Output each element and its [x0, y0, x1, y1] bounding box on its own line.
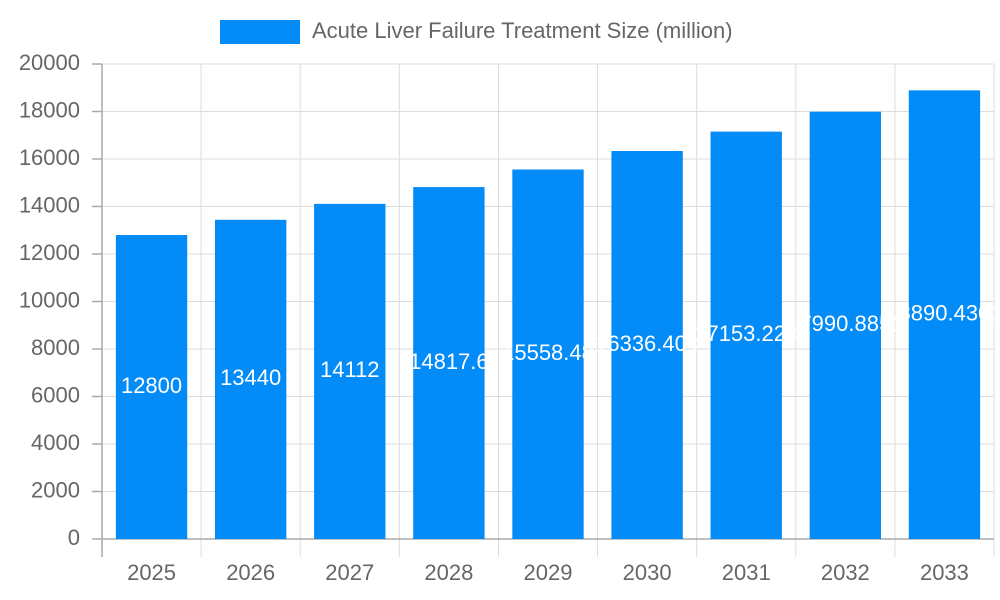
bar	[908, 90, 981, 539]
x-tick-label: 2028	[424, 560, 473, 585]
x-tick-label: 2025	[127, 560, 176, 585]
y-tick-label: 6000	[31, 382, 80, 407]
x-tick-label: 2031	[722, 560, 771, 585]
value-label: 15558.48	[502, 340, 594, 365]
value-label: 17990.8851	[787, 311, 903, 336]
y-tick-label: 2000	[31, 477, 80, 502]
legend-label: Acute Liver Failure Treatment Size (mill…	[312, 18, 733, 43]
x-tick-label: 2030	[623, 560, 672, 585]
x-tick-label: 2033	[920, 560, 969, 585]
y-tick-label: 12000	[19, 240, 80, 265]
y-tick-label: 0	[68, 525, 80, 550]
y-tick-label: 8000	[31, 335, 80, 360]
value-label: 16336.404	[595, 331, 699, 356]
x-tick-label: 2026	[226, 560, 275, 585]
bar	[512, 169, 584, 540]
bar	[710, 131, 782, 539]
bar	[611, 151, 683, 539]
bar	[413, 187, 485, 539]
bar	[214, 219, 287, 540]
value-label: 13440	[220, 365, 281, 390]
value-label: 17153.224	[694, 321, 798, 346]
x-tick-label: 2029	[524, 560, 573, 585]
y-tick-label: 20000	[19, 50, 80, 75]
y-tick-label: 14000	[19, 192, 80, 217]
value-label: 14112	[320, 357, 380, 382]
y-tick-label: 16000	[19, 145, 80, 170]
x-tick-label: 2032	[821, 560, 870, 585]
bar	[314, 203, 386, 539]
bar	[809, 111, 882, 539]
legend-swatch	[220, 20, 300, 44]
y-tick-label: 18000	[19, 97, 80, 122]
y-tick-label: 4000	[31, 430, 80, 455]
value-label: 14817.6	[409, 349, 489, 374]
value-label: 12800	[121, 373, 182, 398]
bar	[115, 235, 188, 539]
value-label: 18890.4301	[886, 300, 1000, 325]
x-tick-label: 2027	[325, 560, 374, 585]
y-tick-label: 10000	[19, 287, 80, 312]
